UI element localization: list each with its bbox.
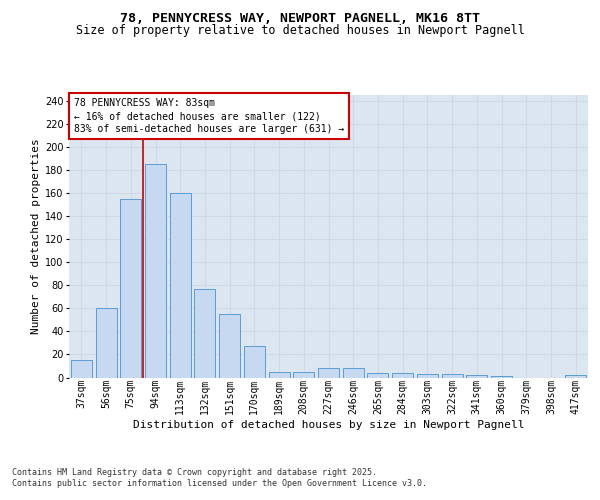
Bar (194, 288, 215, 378)
Bar (417, 374, 438, 378)
Bar (318, 368, 339, 378)
Bar (95, 308, 116, 378)
Bar (120, 199, 141, 378)
Bar (367, 373, 388, 378)
Bar (466, 375, 487, 378)
Bar (170, 193, 191, 378)
Text: 78 PENNYCRESS WAY: 83sqm
← 16% of detached houses are smaller (122)
83% of semi-: 78 PENNYCRESS WAY: 83sqm ← 16% of detach… (74, 98, 344, 134)
Text: Size of property relative to detached houses in Newport Pagnell: Size of property relative to detached ho… (76, 24, 524, 37)
Bar (392, 373, 413, 378)
Bar (293, 372, 314, 378)
Text: 78, PENNYCRESS WAY, NEWPORT PAGNELL, MK16 8TT: 78, PENNYCRESS WAY, NEWPORT PAGNELL, MK1… (120, 12, 480, 26)
Bar (565, 375, 586, 378)
Bar (343, 368, 364, 378)
Bar (71, 360, 92, 378)
Y-axis label: Number of detached properties: Number of detached properties (31, 138, 41, 334)
Bar (269, 372, 290, 378)
Bar (244, 346, 265, 378)
Bar (442, 374, 463, 378)
X-axis label: Distribution of detached houses by size in Newport Pagnell: Distribution of detached houses by size … (133, 420, 524, 430)
Bar (145, 164, 166, 378)
Text: Contains HM Land Registry data © Crown copyright and database right 2025.
Contai: Contains HM Land Registry data © Crown c… (12, 468, 427, 487)
Bar (491, 376, 512, 378)
Bar (219, 314, 240, 378)
